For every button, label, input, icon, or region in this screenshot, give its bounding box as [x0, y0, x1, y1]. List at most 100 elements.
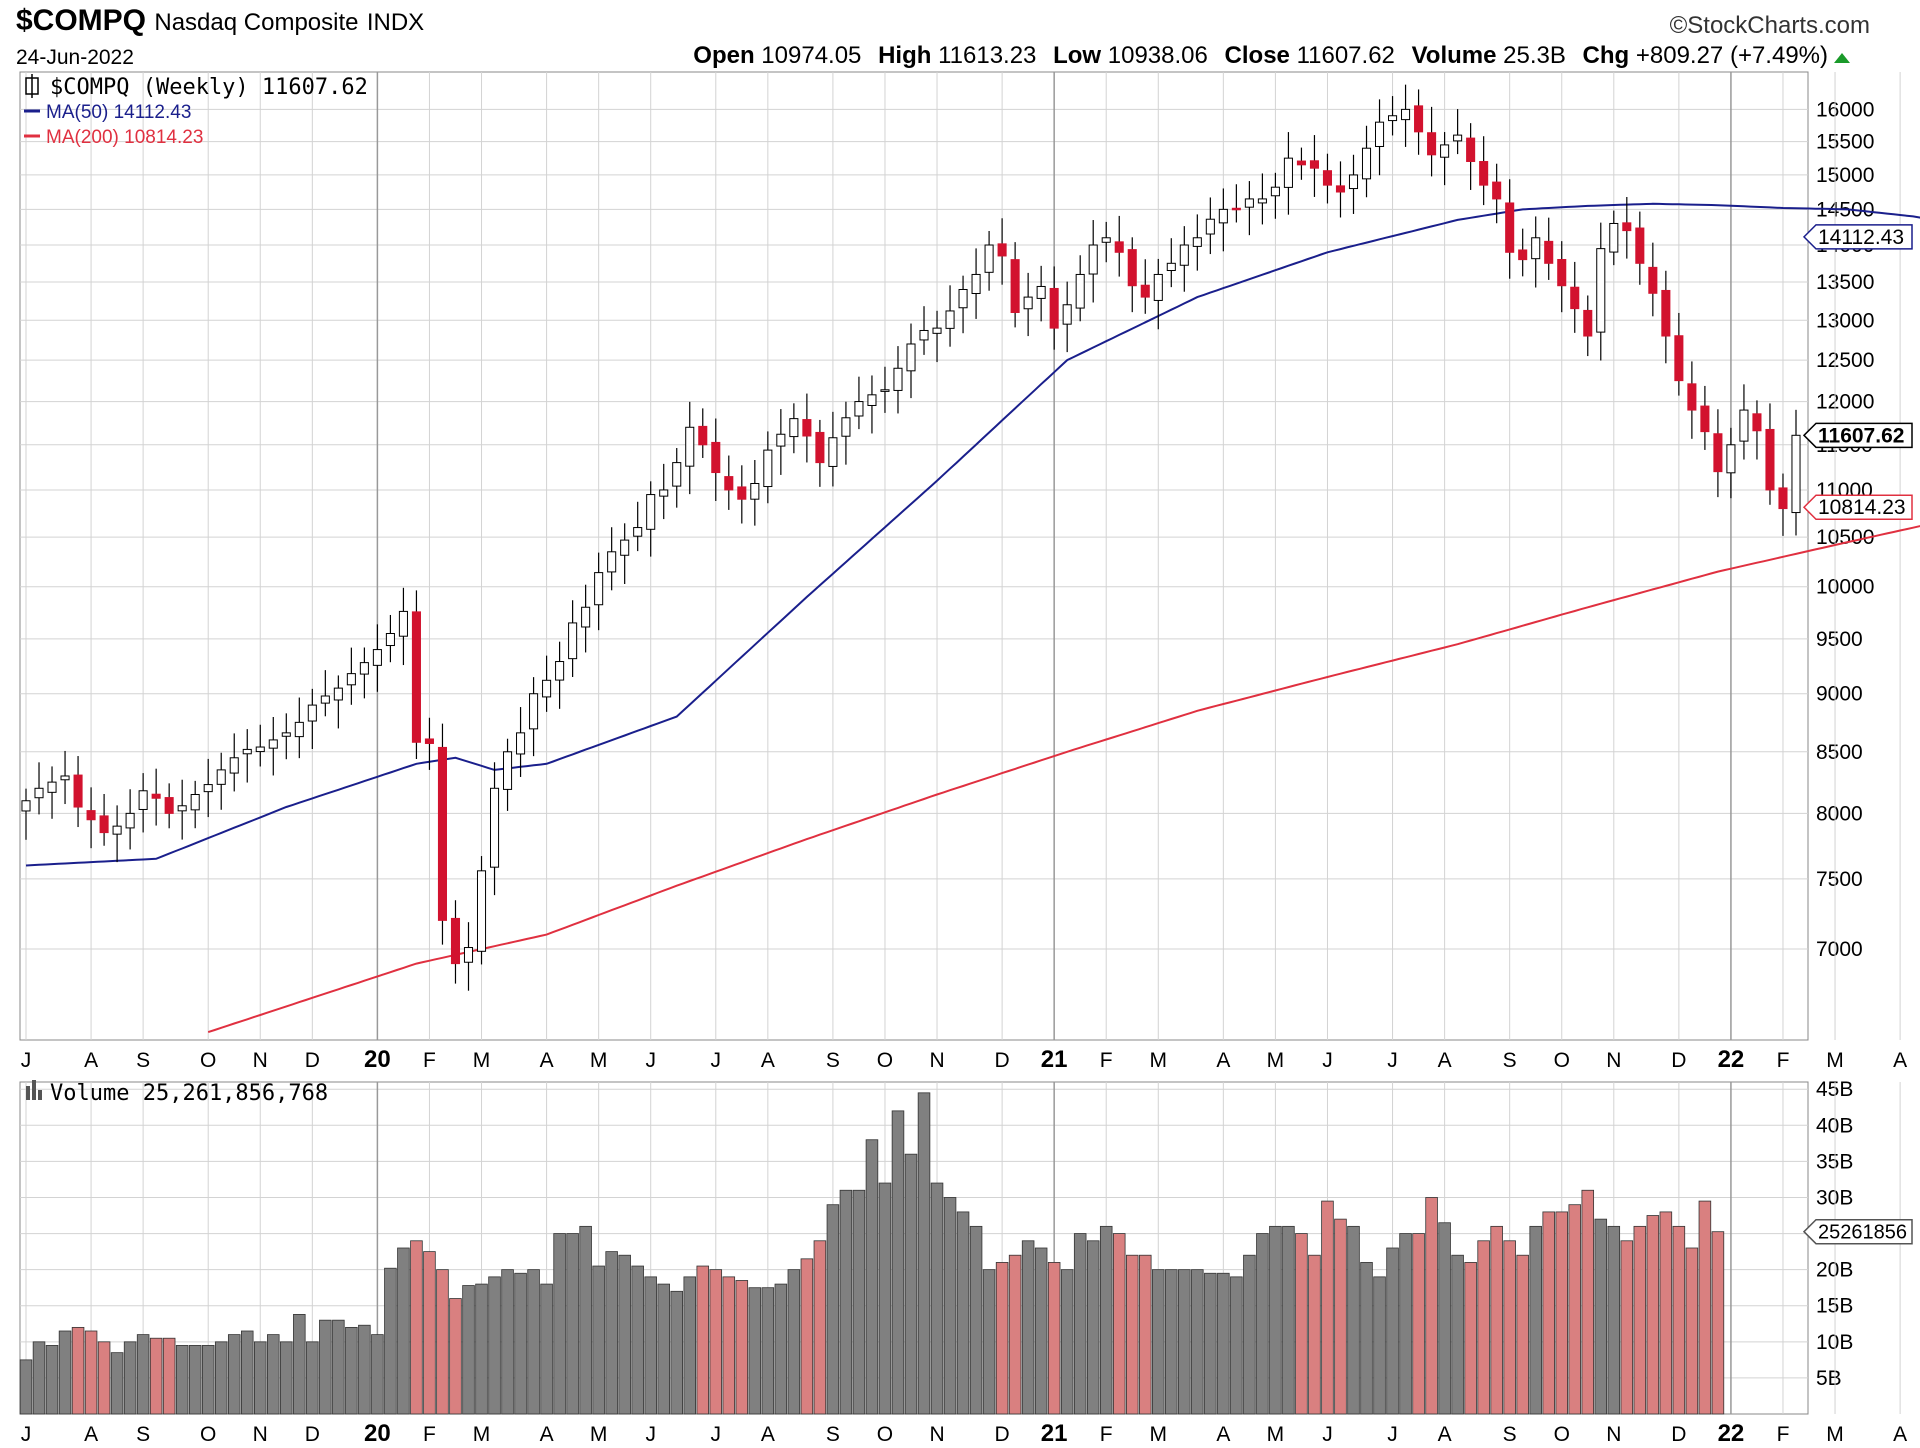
candle-body: [1752, 413, 1762, 432]
volume-bar: [1490, 1225, 1503, 1415]
index-name: Nasdaq Composite: [154, 9, 359, 36]
price-x-tick-label: 20: [364, 1046, 391, 1073]
volume-bar: [410, 1240, 423, 1415]
candle-body: [294, 721, 304, 738]
price-x-tick-label: O: [877, 1049, 893, 1072]
volume-bar: [1594, 1218, 1608, 1415]
volume-bar: [149, 1337, 163, 1415]
volume-bar: [826, 1204, 840, 1415]
candle-body: [711, 441, 721, 474]
volume-bar: [1503, 1240, 1516, 1415]
candle-body: [1635, 227, 1645, 264]
candle-body: [763, 449, 773, 488]
candle-body: [1609, 222, 1619, 253]
price-x-tick-label: D: [305, 1049, 320, 1072]
volume-bar: [1021, 1240, 1035, 1415]
volume-bar: [1633, 1225, 1647, 1415]
volume-bar: [280, 1341, 293, 1415]
volume-x-tick-label: D: [995, 1423, 1010, 1446]
volume-bar: [254, 1341, 267, 1415]
candle-body: [1661, 289, 1671, 337]
volume-bar: [1308, 1254, 1321, 1415]
candle-body: [346, 673, 356, 686]
volume-bar: [1321, 1200, 1334, 1415]
volume-bar: [1060, 1269, 1074, 1415]
volume-bar: [1125, 1254, 1139, 1415]
price-tick-label: 9500: [1816, 628, 1863, 651]
candle-body: [255, 746, 265, 753]
volume-x-tick-label: D: [305, 1423, 320, 1446]
candle-body: [1453, 134, 1463, 142]
price-x-tick-label: S: [826, 1049, 840, 1072]
candle-body: [411, 611, 421, 743]
candle-body: [112, 825, 122, 835]
candle-body: [216, 769, 226, 785]
ma50-value-tag-label: 14112.43: [1818, 226, 1904, 249]
candle-body: [1622, 222, 1632, 232]
ma200-legend: MA(200) 10814.23: [46, 127, 203, 148]
candle-body: [1778, 487, 1788, 510]
candle-body: [1361, 147, 1372, 180]
candle-body: [1322, 170, 1333, 186]
volume-bar: [1399, 1233, 1412, 1415]
candle-body: [1036, 285, 1046, 299]
volume-bar: [1047, 1262, 1061, 1415]
candle-body: [672, 462, 682, 487]
volume-bar: [969, 1225, 983, 1415]
candle-body: [1309, 160, 1319, 169]
volume-bar: [58, 1330, 72, 1415]
stockcharts-brand[interactable]: ©StockCharts.com: [1669, 12, 1870, 39]
candle-body: [86, 810, 96, 821]
volume-bar: [227, 1334, 241, 1415]
candle-body: [776, 433, 786, 447]
candle-body: [1010, 259, 1020, 313]
volume-x-tick-label: M: [473, 1423, 491, 1446]
volume-x-tick-label: N: [929, 1423, 944, 1446]
volume-bar: [449, 1298, 462, 1415]
volume-x-tick-label: F: [423, 1423, 436, 1446]
volume-bar: [514, 1272, 527, 1415]
volume-x-tick-label: J: [1387, 1423, 1398, 1446]
price-x-tick-label: A: [1216, 1049, 1230, 1072]
volume-bar: [306, 1341, 319, 1415]
candle-body: [138, 790, 148, 810]
volume-bar: [748, 1287, 762, 1415]
price-x-tick-label: M: [473, 1049, 491, 1072]
candle-body: [724, 476, 734, 491]
volume-bar: [774, 1283, 788, 1415]
chart-date: 24-Jun-2022: [16, 46, 134, 69]
price-x-tick-label: S: [136, 1049, 150, 1072]
volume-bar: [1438, 1222, 1451, 1415]
price-x-tick-label: A: [84, 1049, 98, 1072]
candle-body: [503, 751, 513, 790]
volume-bar: [683, 1276, 697, 1415]
volume-bar: [240, 1330, 254, 1415]
volume-bar: [1334, 1218, 1347, 1415]
volume-bar: [136, 1334, 150, 1415]
price-tick-label: 10000: [1816, 576, 1874, 599]
candle-body: [47, 781, 57, 793]
candle-body: [880, 389, 890, 392]
candle-body: [1557, 258, 1567, 287]
last-close-tag: [1802, 422, 1913, 449]
volume-bar: [1386, 1247, 1399, 1415]
candle-body: [320, 695, 330, 704]
candle-body: [542, 679, 552, 698]
volume-x-tick-label: A: [1438, 1423, 1452, 1446]
candle-body: [685, 426, 695, 467]
volume-bar: [1620, 1240, 1634, 1415]
volume-bars: [19, 1092, 1725, 1415]
candle-body: [1296, 160, 1306, 166]
price-x-tick-label: M: [1267, 1049, 1285, 1072]
price-x-tick-label: A: [761, 1049, 775, 1072]
candle-body: [1088, 244, 1098, 275]
volume-bar: [839, 1189, 853, 1415]
volume-x-tick-label: F: [1100, 1423, 1113, 1446]
candle-body: [607, 551, 617, 573]
volume-bar: [553, 1233, 566, 1415]
volume-bar: [1646, 1215, 1660, 1415]
volume-x-tick-label: N: [253, 1423, 268, 1446]
candle-body: [802, 419, 812, 437]
price-x-tick-label: F: [1777, 1049, 1790, 1072]
